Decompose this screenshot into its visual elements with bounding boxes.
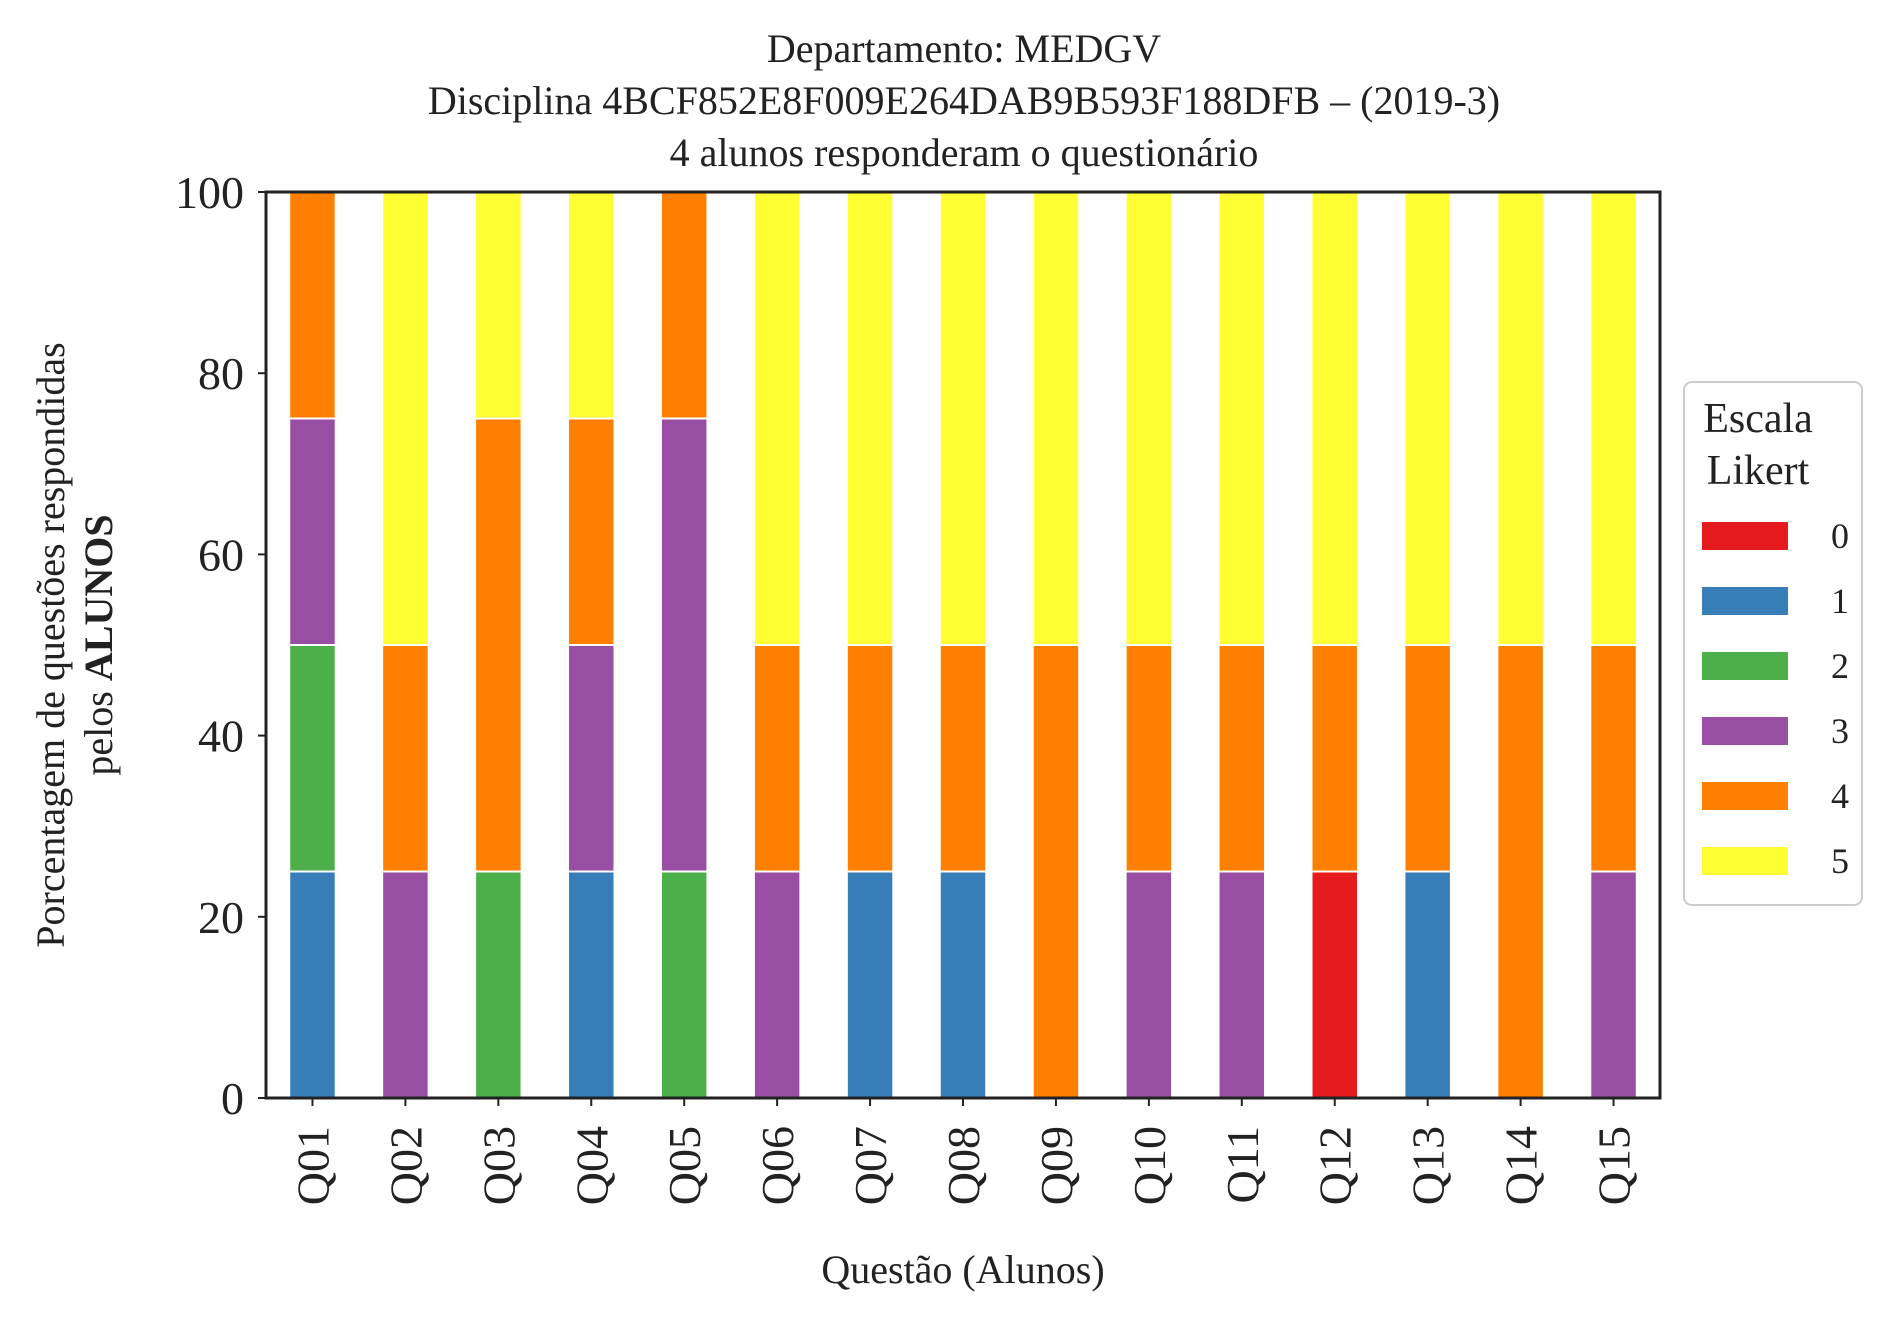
bar-Q02-likert-5 [381,191,430,646]
x-tick-label-Q02: Q02 [380,1126,431,1205]
bar-Q13-likert-1 [1403,870,1452,1099]
bar-Q12-likert-4 [1310,644,1359,873]
bar-Q05-likert-3 [659,417,709,873]
bar-Q01-likert-1 [288,870,337,1099]
legend-items: 0 1 2 3 4 5 [1702,516,1849,881]
x-tick-label-Q07: Q07 [845,1126,896,1205]
bar-Q11-likert-4 [1217,644,1267,873]
x-axis-label: Questão (Alunos) [821,1247,1104,1292]
legend-swatch-3 [1702,717,1788,745]
bar-Q01-likert-2 [288,644,337,873]
bar-Q09-likert-4 [1031,644,1081,1099]
x-tick-label-Q05: Q05 [659,1126,710,1205]
y-axis-label-prefix: pelos [76,681,121,775]
x-tick-label-Q15: Q15 [1589,1126,1640,1205]
bar-Q14-likert-5 [1496,191,1545,646]
x-tick-label-Q10: Q10 [1124,1126,1175,1205]
bar-Q06-likert-3 [752,870,802,1099]
bar-Q15-likert-3 [1589,870,1638,1099]
y-axis-label-bold: ALUNOS [76,514,121,681]
y-tick-label-100: 100 [175,167,244,218]
bar-Q08-likert-4 [938,644,988,873]
chart-title-line-1: Departamento: MEDGV [767,26,1161,71]
y-tick-label-20: 20 [198,892,244,943]
legend-swatch-1 [1702,587,1788,615]
bar-Q01-likert-3 [288,417,337,646]
chart-title: Departamento: MEDGV Disciplina 4BCF852E8… [428,26,1500,175]
legend-swatch-5 [1702,847,1788,875]
bar-Q03-likert-4 [474,417,523,873]
bar-Q04-likert-4 [567,417,616,646]
x-tick-label-Q06: Q06 [752,1126,803,1205]
legend-label-2: 2 [1831,646,1849,686]
legend-label-0: 0 [1831,516,1849,556]
y-axis-label-line-1: Porcentagem de questões respondidas [28,342,73,947]
x-tick-label-Q08: Q08 [938,1126,989,1205]
x-tick-label-Q09: Q09 [1031,1126,1082,1205]
x-tick-label-Q01: Q01 [287,1126,338,1205]
chart-title-line-3: 4 alunos responderam o questionário [670,130,1259,175]
bar-Q12-likert-5 [1310,191,1359,646]
x-axis-ticks: Q01 Q02 Q03 Q04 Q05 Q06 Q07 Q08 Q09 Q10 Q11 Q12 Q13 Q… [287,1098,1640,1205]
legend-label-3: 3 [1831,711,1849,751]
legend-label-1: 1 [1831,581,1849,621]
bar-Q06-likert-4 [752,644,802,873]
legend-swatch-4 [1702,782,1788,810]
legend-title-line-2: Likert [1707,448,1810,494]
bar-Q09-likert-5 [1031,191,1081,646]
bar-Q03-likert-5 [474,191,523,420]
bar-Q14-likert-4 [1496,644,1545,1099]
bar-Q13-likert-5 [1403,191,1452,646]
bar-Q02-likert-3 [381,870,430,1099]
bar-Q11-likert-5 [1217,191,1267,646]
bar-Q05-likert-2 [659,870,709,1099]
legend-title-line-1: Escala [1703,396,1813,442]
legend-swatch-2 [1702,652,1788,680]
bar-Q10-likert-5 [1124,191,1174,646]
bar-Q10-likert-3 [1124,870,1174,1099]
legend-label-5: 5 [1831,841,1849,881]
bar-Q10-likert-4 [1124,644,1174,873]
bar-Q05-likert-4 [659,191,709,420]
x-tick-label-Q11: Q11 [1217,1126,1268,1204]
bar-Q07-likert-4 [845,644,895,873]
bar-Q15-likert-5 [1589,191,1638,646]
x-tick-label-Q14: Q14 [1496,1126,1547,1205]
y-axis-label-line-2: pelos ALUNOS [76,514,121,775]
bar-Q08-likert-5 [938,191,988,646]
bar-Q13-likert-4 [1403,644,1452,873]
x-tick-label-Q03: Q03 [473,1126,524,1205]
legend-label-4: 4 [1831,776,1849,816]
bar-Q12-likert-0 [1310,870,1359,1099]
bar-Q07-likert-5 [845,191,895,646]
bar-Q08-likert-1 [938,870,988,1099]
legend-frame [1683,381,1863,906]
bar-Q02-likert-4 [381,644,430,873]
chart-title-line-2: Disciplina 4BCF852E8F009E264DAB9B593F188… [428,78,1500,123]
bar-Q04-likert-5 [567,191,616,420]
y-tick-label-60: 60 [198,529,244,580]
bars-layer [288,191,1638,1099]
x-tick-label-Q04: Q04 [566,1126,617,1205]
x-tick-label-Q12: Q12 [1310,1126,1361,1205]
bar-Q15-likert-4 [1589,644,1638,873]
bar-Q07-likert-1 [845,870,895,1099]
y-tick-label-80: 80 [198,348,244,399]
bar-Q03-likert-2 [474,870,523,1099]
y-axis-label: Porcentagem de questões respondidas pelo… [28,342,121,947]
y-tick-label-40: 40 [198,711,244,762]
bar-Q04-likert-1 [567,870,616,1099]
legend: Escala Likert 0 1 2 3 4 5 [1683,381,1863,906]
bar-Q01-likert-4 [288,191,337,420]
legend-swatch-0 [1702,522,1788,550]
y-tick-label-0: 0 [221,1073,244,1124]
bar-Q04-likert-3 [567,644,616,873]
bar-Q06-likert-5 [752,191,802,646]
y-axis-ticks: 0 20 40 60 80 100 [175,167,266,1124]
x-tick-label-Q13: Q13 [1403,1126,1454,1205]
bar-Q11-likert-3 [1217,870,1267,1099]
